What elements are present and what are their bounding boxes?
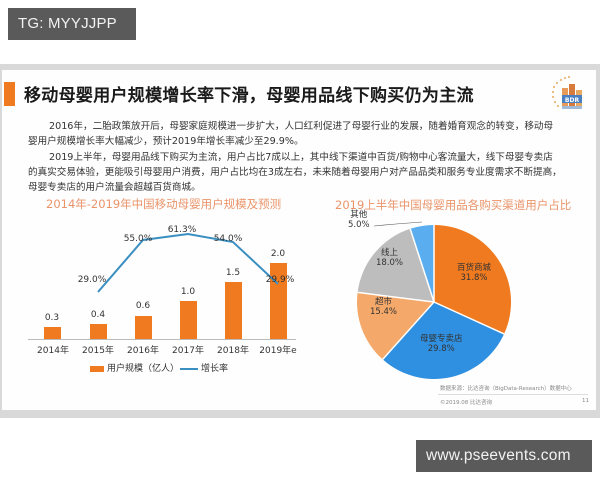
pie-label-online-name: 线上 [381, 248, 399, 258]
legend-bar: 用户规模（亿人） [90, 361, 179, 374]
rate-label: 29.9% [265, 275, 295, 285]
pie-label-other-name: 其他 [350, 210, 368, 220]
pie-label-baby-store-name: 母婴专卖店 [420, 334, 463, 344]
rate-label: 55.0% [123, 234, 153, 244]
watermark-bottom: www.pseevents.com [416, 440, 592, 472]
paragraph-2-line-2: 的真实交易体验，更能吸引母婴用户消费，用户占比均在3成左右，未来随着母婴用户对产… [28, 167, 562, 178]
rate-label: 61.3% [167, 225, 197, 235]
pie-label-online-value: 18.0% [376, 258, 404, 268]
pie-label-other-value: 5.0% [348, 220, 370, 230]
footer-divider [438, 394, 588, 395]
x-tick: 2016年 [127, 346, 159, 356]
svg-text:BDR: BDR [565, 97, 580, 104]
bar-2015 [90, 324, 107, 339]
pie-label-baby-store: 母婴专卖店 29.8% [420, 334, 463, 354]
bar-2014 [44, 327, 61, 339]
rate-label: 54.0% [213, 234, 243, 244]
pie-label-baby-store-value: 29.8% [427, 344, 455, 354]
bar-value-label: 0.6 [135, 301, 151, 311]
x-tick: 2017年 [172, 346, 204, 356]
bar-value-label: 1.0 [180, 287, 196, 297]
pie-label-supermarket-value: 15.4% [370, 307, 398, 317]
bar-value-label: 2.0 [270, 249, 286, 259]
bar-2016 [135, 316, 152, 339]
rate-label: 29.0% [77, 275, 107, 285]
bar-2019e [270, 263, 287, 339]
x-tick: 2019年e [259, 346, 297, 356]
x-tick: 2018年 [217, 346, 249, 356]
x-axis [28, 339, 296, 340]
growth-rate-line [97, 232, 279, 293]
bar-value-label: 1.5 [225, 268, 241, 278]
slide-title: 移动母婴用户规模增长率下滑，母婴用品线下购买仍为主流 [24, 86, 474, 106]
x-tick: 2014年 [37, 346, 69, 356]
paragraph-1-line-2: 婴用户规模增长率大幅减少，预计2019年增长率减少至29.9%。 [28, 136, 304, 147]
legend-bar-label: 用户规模（亿人） [107, 364, 180, 374]
title-accent-bar [4, 82, 15, 106]
bar-2018 [225, 282, 242, 339]
legend-line-swatch [180, 367, 198, 370]
slide: 移动母婴用户规模增长率下滑，母婴用品线下购买仍为主流 BDR 2016年，二胎政… [2, 70, 596, 410]
paragraph-2-line-3: 母婴专卖店的用户流量会超越百货商城。 [28, 182, 201, 193]
pie-label-online: 线上 18.0% [376, 248, 403, 268]
bar-chart-title: 2014年-2019年中国移动母婴用户规模及预测 [46, 197, 282, 211]
pie-label-department: 百货商城 31.8% [457, 263, 491, 283]
pie-chart-title: 2019上半年中国母婴用品各购买渠道用户占比 [335, 198, 572, 212]
pie-label-department-name: 百货商城 [457, 263, 492, 273]
bdr-logo-icon: BDR [552, 76, 582, 109]
bar-value-label: 0.4 [90, 310, 106, 320]
x-tick: 2015年 [82, 346, 114, 356]
legend-line-label: 增长率 [201, 364, 229, 374]
legend-line: 增长率 [180, 361, 228, 374]
bar-value-label: 0.3 [44, 313, 60, 323]
channel-share-pie-chart [357, 221, 512, 379]
copyright: ©2019.08 比达咨询 [440, 400, 492, 406]
pie-label-other: 其他 5.0% [348, 210, 370, 230]
watermark-top: TG: MYYJJPP [8, 8, 136, 40]
paragraph-2-line-1: 2019上半年，母婴用品线下购买为主流，用户占比7成以上，其中线下渠道中百货/购… [49, 152, 553, 163]
bar-2017 [180, 301, 197, 339]
pie-label-department-value: 31.8% [460, 273, 488, 283]
pie-label-supermarket: 超市 15.4% [370, 297, 397, 317]
paragraph-1-line-1: 2016年，二胎政策放开后，母婴家庭规模进一步扩大，人口红利促进了母婴行业的发展… [49, 121, 554, 132]
user-scale-bar-chart: 0.3 0.4 0.6 1.0 1.5 2.0 29.0% 55.0% 61.3… [2, 70, 302, 410]
page-number: 11 [582, 398, 589, 404]
pie-label-supermarket-name: 超市 [375, 297, 393, 307]
data-source: 数据来源：比达咨询（BigData-Research）数据中心 [440, 386, 572, 392]
legend-bar-swatch [90, 365, 104, 372]
